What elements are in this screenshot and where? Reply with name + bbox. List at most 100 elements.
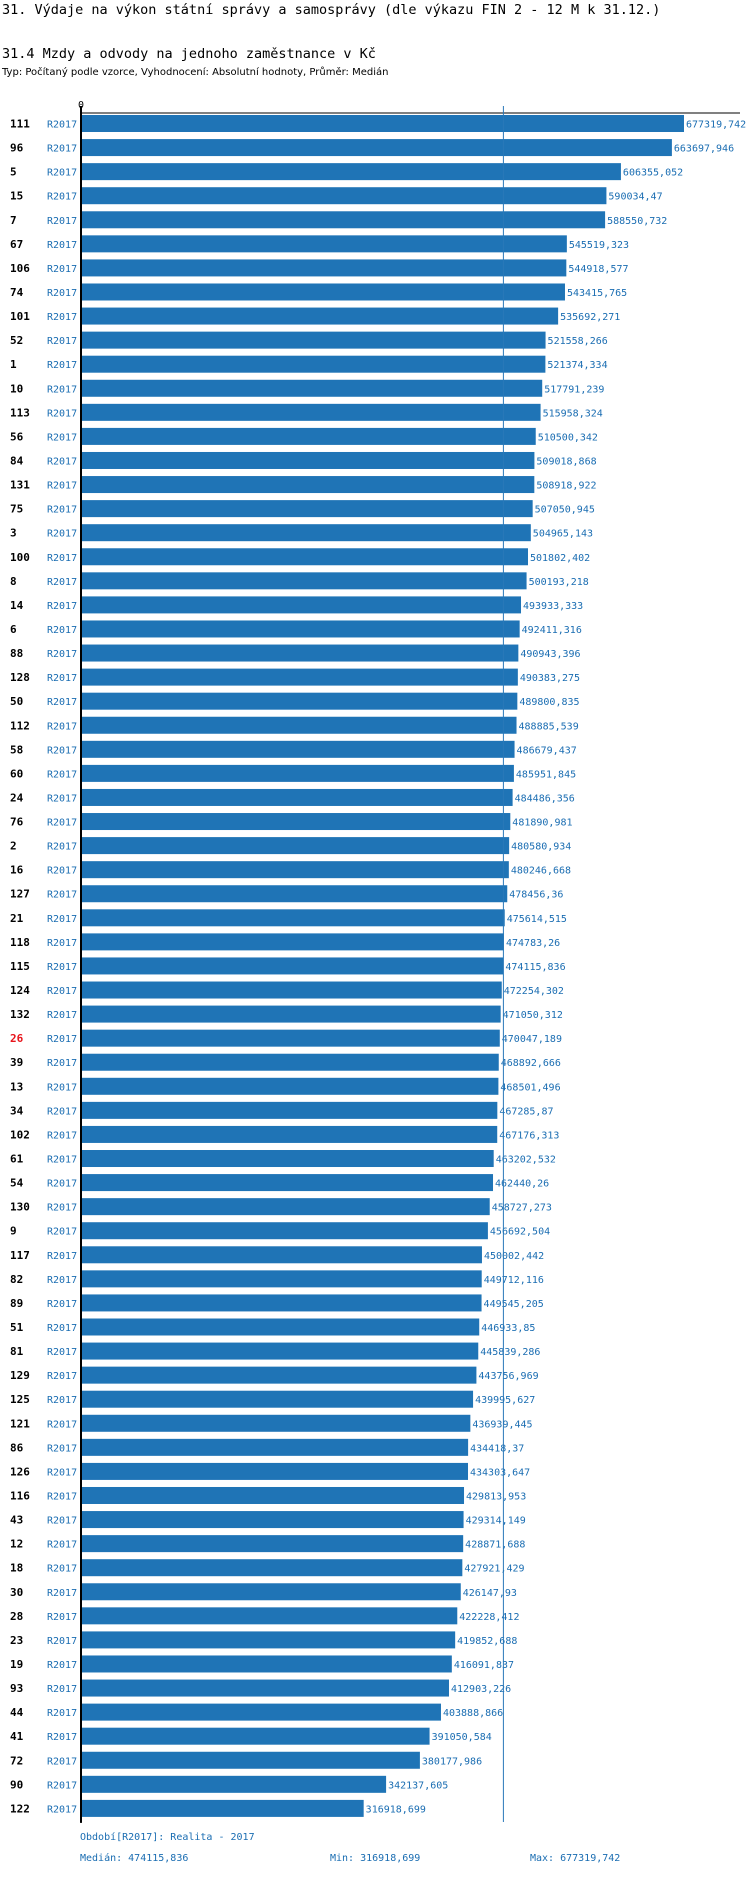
bar <box>82 259 567 277</box>
bar <box>82 1414 471 1432</box>
bar <box>82 1294 482 1312</box>
bar <box>82 596 522 614</box>
series-label: R2017 <box>47 1010 77 1021</box>
value-label: 316918,699 <box>366 1804 426 1815</box>
value-label: 467176,313 <box>499 1130 559 1141</box>
series-label: R2017 <box>47 1636 77 1647</box>
value-label: 472254,302 <box>504 986 564 997</box>
series-label: R2017 <box>47 1660 77 1671</box>
bar <box>82 1342 479 1360</box>
value-label: 429314,149 <box>466 1516 526 1527</box>
series-label: R2017 <box>47 745 77 756</box>
value-label: 463202,532 <box>496 1155 556 1166</box>
value-label: 481890,981 <box>512 818 572 829</box>
series-label: R2017 <box>47 505 77 516</box>
series-label: R2017 <box>47 914 77 925</box>
bar <box>82 1799 364 1817</box>
row-id-label: 126 <box>10 1465 30 1478</box>
series-label: R2017 <box>47 1540 77 1551</box>
row-id-label: 74 <box>10 286 24 299</box>
series-label: R2017 <box>47 1155 77 1166</box>
bar <box>82 139 672 157</box>
value-label: 485951,845 <box>516 769 576 780</box>
series-label: R2017 <box>47 1732 77 1743</box>
footer-min: Min: 316918,699 <box>330 1853 421 1864</box>
series-label: R2017 <box>47 1034 77 1045</box>
row-id-label: 130 <box>10 1201 30 1214</box>
value-label: 507050,945 <box>535 505 595 516</box>
row-id-label: 124 <box>10 984 30 997</box>
row-id-label: 23 <box>10 1634 23 1647</box>
series-label: R2017 <box>47 1130 77 1141</box>
row-id-label: 122 <box>10 1802 30 1815</box>
bar <box>82 885 508 903</box>
row-id-label: 1 <box>10 358 17 371</box>
series-label: R2017 <box>47 1588 77 1599</box>
value-label: 500193,218 <box>529 577 589 588</box>
value-label: 480580,934 <box>511 842 571 853</box>
value-label: 471050,312 <box>503 1010 563 1021</box>
bar <box>82 1703 441 1721</box>
value-label: 517791,239 <box>544 384 604 395</box>
series-label: R2017 <box>47 481 77 492</box>
row-id-label: 56 <box>10 430 24 443</box>
series-label: R2017 <box>47 1564 77 1575</box>
series-label: R2017 <box>47 601 77 612</box>
value-label: 509018,868 <box>536 456 596 467</box>
series-label: R2017 <box>47 818 77 829</box>
row-id-label: 88 <box>10 647 23 660</box>
value-label: 446933,85 <box>481 1323 535 1334</box>
bar <box>82 1655 452 1673</box>
series-label: R2017 <box>47 866 77 877</box>
row-id-label: 132 <box>10 1008 30 1021</box>
row-id-label: 58 <box>10 743 23 756</box>
series-label: R2017 <box>47 962 77 973</box>
row-id-label: 89 <box>10 1297 23 1310</box>
series-label: R2017 <box>47 216 77 227</box>
value-label: 416091,837 <box>454 1660 514 1671</box>
bar <box>82 933 504 951</box>
value-label: 510500,342 <box>538 432 598 443</box>
value-label: 492411,316 <box>522 625 582 636</box>
value-label: 428871,688 <box>465 1540 525 1551</box>
series-label: R2017 <box>47 1203 77 1214</box>
series-label: R2017 <box>47 721 77 732</box>
row-id-label: 52 <box>10 334 23 347</box>
value-label: 470047,189 <box>502 1034 562 1045</box>
row-id-label: 13 <box>10 1080 23 1093</box>
series-label: R2017 <box>47 1467 77 1478</box>
series-label: R2017 <box>47 1684 77 1695</box>
bar <box>82 1150 494 1168</box>
value-label: 462440,26 <box>495 1179 549 1190</box>
row-id-label: 5 <box>10 166 17 179</box>
value-label: 422228,412 <box>459 1612 519 1623</box>
row-id-label: 84 <box>10 454 24 467</box>
series-label: R2017 <box>47 1251 77 1262</box>
bar <box>82 740 515 758</box>
bar <box>82 909 505 927</box>
row-id-label: 131 <box>10 479 30 492</box>
row-id-label: 93 <box>10 1682 23 1695</box>
bar <box>82 813 511 831</box>
series-label: R2017 <box>47 1371 77 1382</box>
bar <box>82 1679 449 1697</box>
row-id-label: 34 <box>10 1104 24 1117</box>
bar <box>82 1222 488 1240</box>
value-label: 449712,116 <box>484 1275 544 1286</box>
series-label: R2017 <box>47 288 77 299</box>
row-id-label: 125 <box>10 1393 30 1406</box>
series-label: R2017 <box>47 1275 77 1286</box>
bar <box>82 1607 458 1625</box>
row-id-label: 16 <box>10 864 24 877</box>
series-label: R2017 <box>47 697 77 708</box>
bar <box>82 620 520 638</box>
series-label: R2017 <box>47 360 77 371</box>
bar <box>82 451 535 469</box>
value-label: 486679,437 <box>517 745 577 756</box>
bar <box>82 1462 469 1480</box>
row-id-label: 96 <box>10 142 24 155</box>
bar <box>82 1246 482 1264</box>
value-label: 412903,226 <box>451 1684 511 1695</box>
row-id-label: 39 <box>10 1056 23 1069</box>
